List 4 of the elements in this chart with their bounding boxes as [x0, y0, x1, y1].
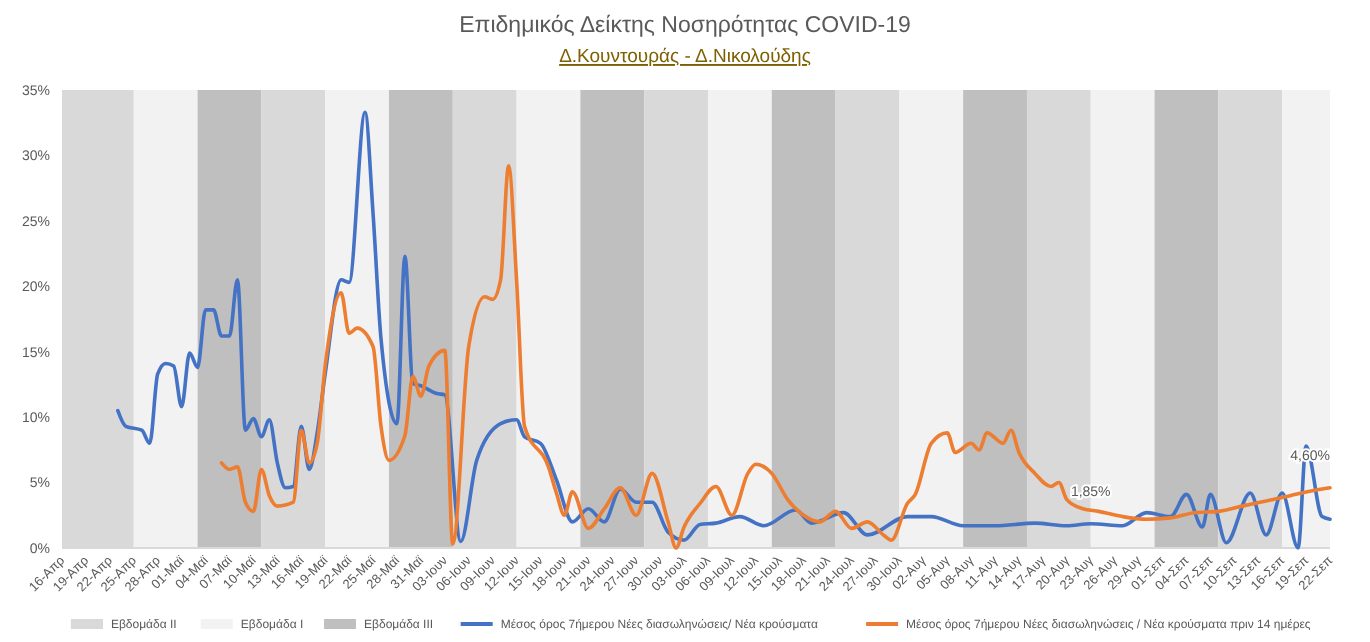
line-series	[219, 164, 1332, 550]
line-series	[116, 110, 1332, 550]
chart-title: Επιδημικός Δείκτης Νοσηρότητας COVID-19	[459, 14, 911, 38]
chart-subtitle: Δ.Κουντουράς - Δ.Νικολούδης	[559, 46, 812, 68]
